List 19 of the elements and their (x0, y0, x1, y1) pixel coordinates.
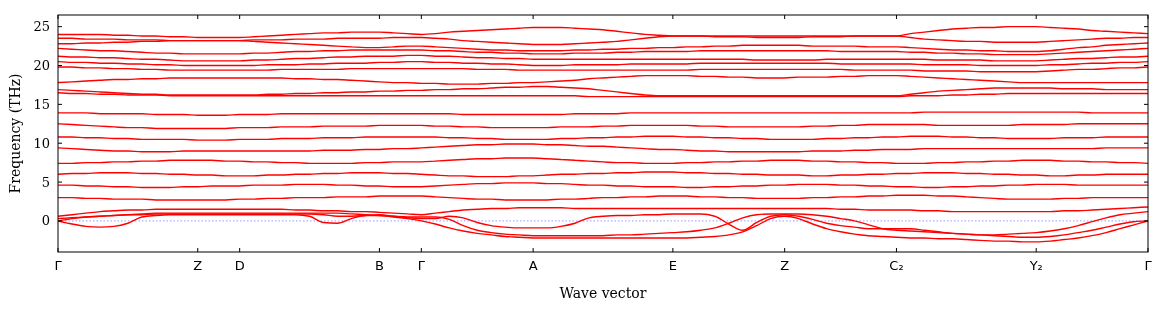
y-tick-label: 20 (33, 58, 50, 74)
x-tick-label: C₂ (889, 258, 904, 273)
y-tick-label: 25 (33, 19, 50, 35)
y-axis-title: Frequency (THz) (7, 73, 23, 194)
x-tick-label: A (528, 258, 538, 273)
x-tick-label: B (374, 258, 384, 273)
x-tick-label: Z (780, 258, 790, 273)
x-tick-label: E (668, 258, 677, 273)
y-tick-label: 10 (33, 135, 50, 151)
y-tick-label: 15 (33, 96, 50, 112)
x-tick-label: Γ (1144, 258, 1153, 273)
x-tick-label: Z (193, 258, 203, 273)
x-axis-title: Wave vector (559, 285, 647, 301)
y-tick-label: 5 (41, 174, 50, 190)
x-tick-label: Y₂ (1028, 258, 1043, 273)
x-tick-label: Γ (417, 258, 426, 273)
y-tick-label: 0 (41, 213, 50, 229)
x-tick-label: Γ (54, 258, 63, 273)
x-tick-label: D (234, 258, 245, 273)
